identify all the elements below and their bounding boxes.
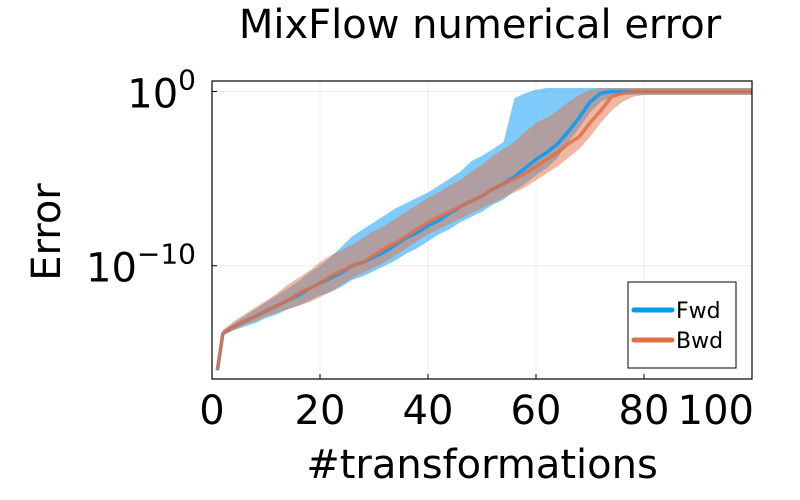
x-axis-label: #transformations — [306, 442, 658, 488]
legend-label-bwd: Bwd — [676, 329, 723, 354]
x-tick-label: 100 — [678, 388, 754, 434]
plot-frame — [211, 80, 753, 380]
legend: Fwd Bwd — [627, 281, 737, 369]
y-tick-label: 100 — [127, 63, 196, 117]
y-axis-ticks: 100 10−10 — [86, 63, 217, 292]
y-tick-label: 10−10 — [86, 238, 196, 292]
x-tick-label: 0 — [199, 388, 224, 434]
legend-box — [627, 281, 737, 369]
x-axis-ticks: 0 20 40 60 80 100 — [199, 374, 754, 434]
x-tick-label: 40 — [403, 388, 454, 434]
x-tick-label: 80 — [619, 388, 670, 434]
chart-title: MixFlow numerical error — [239, 2, 722, 48]
series-lines — [215, 89, 752, 371]
x-tick-label: 60 — [511, 388, 562, 434]
legend-label-fwd: Fwd — [676, 299, 721, 324]
x-tick-label: 20 — [295, 388, 346, 434]
y-axis-label: Error — [24, 183, 70, 281]
series-line-bwd — [215, 89, 752, 371]
